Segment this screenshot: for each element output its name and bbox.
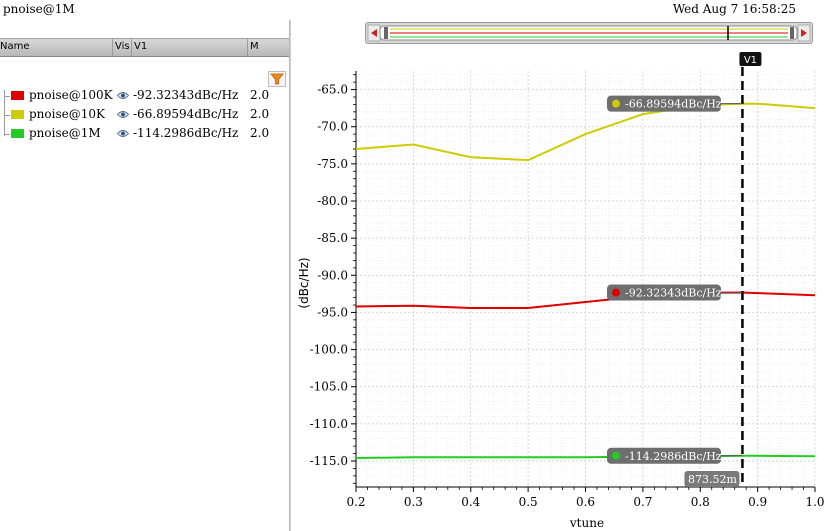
y-tick-label: -90.0 (317, 268, 348, 282)
x-tick-label: 0.4 (461, 495, 480, 509)
y-tick-label: -70.0 (317, 120, 348, 134)
x-tick-label: 1.0 (805, 495, 824, 509)
header-m[interactable]: M (250, 41, 259, 52)
arrow-left-icon[interactable] (371, 29, 377, 37)
series-dot (612, 99, 620, 108)
x-axis-label: vtune (569, 516, 604, 530)
datetime: Wed Aug 7 16:58:25 (672, 2, 796, 16)
header-vis[interactable]: Vis (115, 41, 130, 52)
marker-name: V1 (744, 55, 757, 66)
table-row[interactable]: pnoise@100K -92.32343dBc/Hz 2.0 (0, 87, 289, 105)
signal-name: pnoise@100K (29, 88, 113, 102)
color-swatch (11, 129, 24, 138)
m-value: 2.0 (250, 88, 270, 102)
overview-scrollbar[interactable] (365, 22, 813, 44)
m-value: 2.0 (250, 126, 270, 140)
eye-icon[interactable] (117, 91, 129, 100)
y-tick-label: -100.0 (310, 343, 348, 357)
panel-divider[interactable] (289, 20, 291, 531)
marker-value: -114.2986dBc/Hz (133, 126, 239, 140)
phase-noise-chart: -65.0 -70.0 -75.0 -80.0 -85.0 -90.0 -95.0 -100.… (297, 52, 825, 530)
marker-value-label (607, 284, 721, 301)
header-v1[interactable]: V1 (134, 41, 148, 52)
y-tick-label: -105.0 (310, 380, 348, 394)
x-tick-label: 0.9 (748, 495, 767, 509)
color-swatch (11, 110, 24, 119)
table-row[interactable]: pnoise@1M -114.2986dBc/Hz 2.0 (0, 125, 289, 143)
filter-button[interactable] (268, 71, 286, 87)
x-tick-label: 0.8 (691, 495, 710, 509)
x-tick-label: 0.6 (576, 495, 595, 509)
arrow-right-icon[interactable] (801, 29, 807, 37)
signal-name: pnoise@1M (29, 126, 101, 140)
y-tick-label: -65.0 (317, 83, 348, 97)
x-tick-label: 0.3 (404, 495, 423, 509)
eye-icon[interactable] (117, 129, 129, 138)
y-tick-label: -110.0 (310, 417, 348, 431)
y-tick-label: -95.0 (317, 305, 348, 319)
table-row[interactable]: pnoise@10K -66.89594dBc/Hz 2.0 (0, 106, 289, 124)
x-tick-label: 0.5 (519, 495, 538, 509)
eye-icon[interactable] (117, 110, 129, 119)
marker-x-readout: 873.52m (688, 473, 737, 486)
x-tick-label: 0.2 (346, 495, 365, 509)
series-dot (612, 451, 620, 460)
marker-value-label (607, 447, 721, 464)
marker-tag[interactable] (739, 52, 762, 66)
header-name[interactable]: Name (0, 41, 30, 52)
series-line[interactable] (355, 102, 816, 162)
y-tick-label: -75.0 (317, 157, 348, 171)
marker-x-readout-box (684, 471, 740, 487)
signal-table-panel: Name Vis V1 M pnoise@100K -92.32343dBc/Hz… (0, 20, 289, 531)
y-tick-label: -80.0 (317, 194, 348, 208)
y-tick-label: -115.0 (310, 454, 348, 468)
y-axis-label: (dBc/Hz) (297, 257, 311, 308)
series-dot (612, 288, 620, 297)
marker-value: -66.89594dBc/Hz (133, 107, 239, 121)
table-header: Name Vis V1 M (0, 38, 289, 57)
y-tick-label: -85.0 (317, 231, 348, 245)
m-value: 2.0 (250, 107, 270, 121)
marker-value-text: -114.2986dBc/Hz (625, 450, 722, 463)
window-title: pnoise@1M (3, 2, 75, 16)
marker-value: -92.32343dBc/Hz (133, 88, 239, 102)
x-tick-label: 0.7 (633, 495, 652, 509)
color-swatch (11, 91, 24, 100)
marker-value-text: -66.89594dBc/Hz (625, 98, 722, 111)
marker-value-label (607, 95, 721, 112)
filter-icon (270, 73, 284, 85)
signal-name: pnoise@10K (29, 107, 105, 121)
top-bar: pnoise@1M Wed Aug 7 16:58:25 (0, 0, 830, 20)
marker-value-text: -92.32343dBc/Hz (625, 287, 722, 300)
